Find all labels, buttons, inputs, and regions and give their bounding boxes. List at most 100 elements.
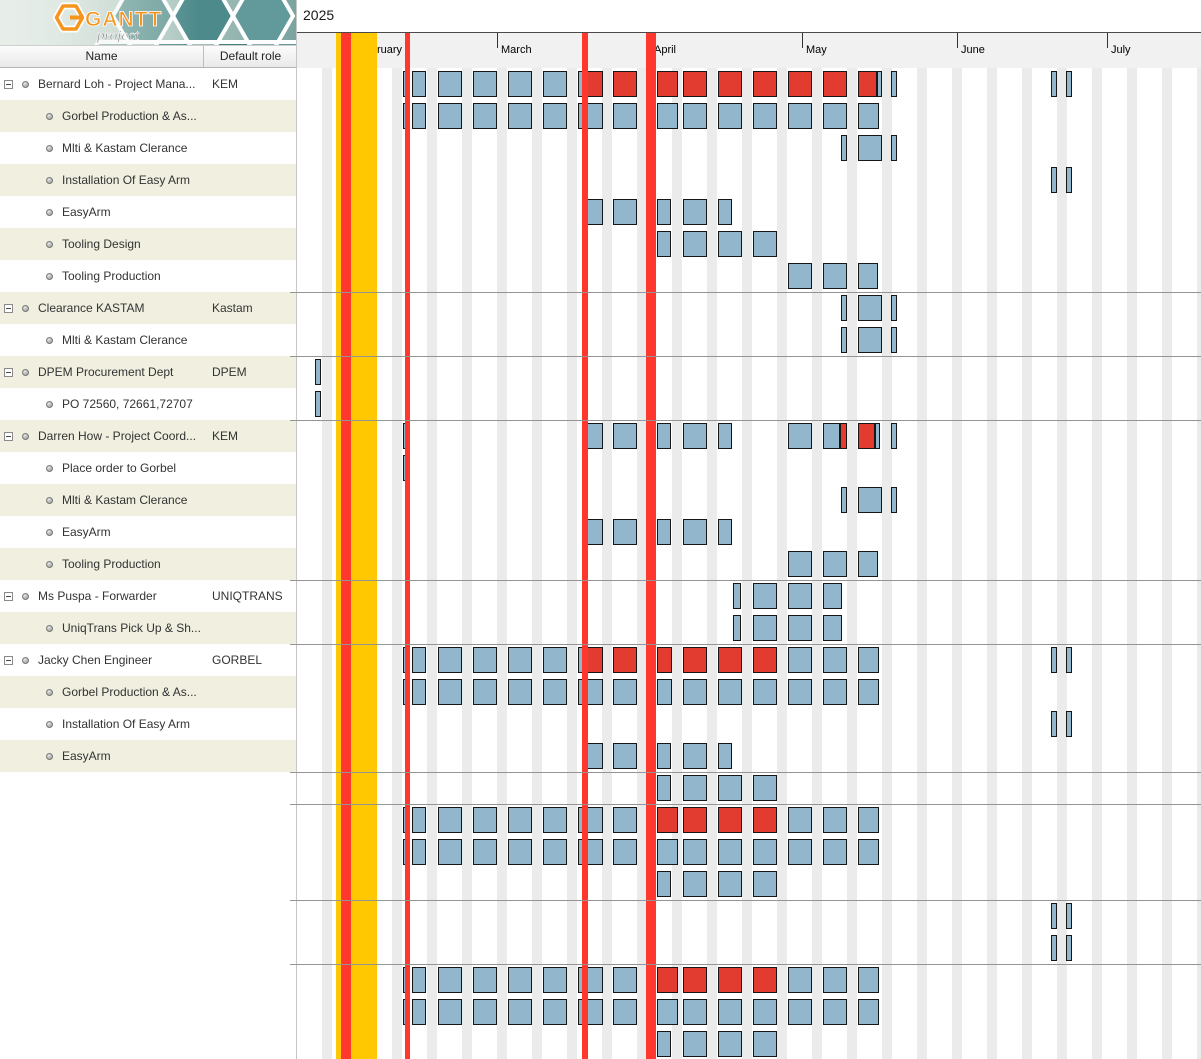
overload-block	[683, 967, 707, 993]
panel-chart-divider[interactable]	[296, 0, 297, 1059]
group-separator-line	[290, 356, 1201, 357]
milestone-marker-line	[646, 33, 656, 1059]
group-separator-line	[290, 580, 1201, 581]
task-row[interactable]: PO 72560, 72661,72707	[0, 388, 297, 420]
collapse-toggle-icon[interactable]	[4, 656, 13, 665]
minus-glyph	[6, 84, 11, 85]
resource-icon	[22, 593, 29, 600]
month-label: June	[961, 44, 985, 56]
group-separator-line	[290, 644, 1201, 645]
load-block	[438, 999, 462, 1025]
resource-role: UNIQTRANS	[212, 589, 283, 603]
collapse-toggle-icon[interactable]	[4, 592, 13, 601]
task-icon	[46, 209, 53, 216]
resource-row[interactable]: Jacky Chen Engineer GORBEL	[0, 644, 297, 676]
task-row[interactable]: Gorbel Production & As...	[0, 100, 297, 132]
task-row[interactable]: UniqTrans Pick Up & Sh...	[0, 612, 297, 644]
task-row[interactable]: Tooling Production	[0, 548, 297, 580]
group-separator-line	[290, 964, 1201, 965]
resource-row[interactable]: Darren How - Project Coord... KEM	[0, 420, 297, 452]
collapse-toggle-icon[interactable]	[4, 368, 13, 377]
load-block	[753, 583, 777, 609]
task-row[interactable]: Installation Of Easy Arm	[0, 164, 297, 196]
load-block	[613, 967, 637, 993]
task-icon	[46, 529, 53, 536]
load-block	[508, 839, 532, 865]
load-block	[657, 519, 671, 545]
load-block	[753, 999, 777, 1025]
load-block	[657, 999, 678, 1025]
task-row[interactable]: Tooling Design	[0, 228, 297, 260]
column-header-default-role[interactable]: Default role	[203, 46, 297, 67]
task-icon	[46, 113, 53, 120]
task-row[interactable]: EasyArm	[0, 740, 297, 772]
load-block	[753, 775, 777, 801]
collapse-toggle-icon[interactable]	[4, 304, 13, 313]
load-block	[1066, 903, 1072, 929]
group-separator-line	[290, 804, 1201, 805]
collapse-toggle-icon[interactable]	[4, 80, 13, 89]
task-row[interactable]: EasyArm	[0, 196, 297, 228]
load-block	[1066, 935, 1072, 961]
task-icon	[46, 721, 53, 728]
task-row[interactable]: Tooling Production	[0, 260, 297, 292]
resource-icon	[22, 657, 29, 664]
load-block	[683, 519, 707, 545]
load-block	[586, 839, 603, 865]
load-block	[586, 743, 603, 769]
overload-block	[753, 967, 777, 993]
task-row[interactable]: Mlti & Kastam Clerance	[0, 132, 297, 164]
resource-row[interactable]: Ms Puspa - Forwarder UNIQTRANS	[0, 580, 297, 612]
overload-block	[586, 647, 603, 673]
overload-block	[683, 71, 707, 97]
load-block	[315, 359, 321, 385]
weekend-stripe	[812, 68, 822, 1059]
resource-row[interactable]: Clearance KASTAM Kastam	[0, 292, 297, 324]
overload-block	[613, 647, 637, 673]
load-block	[753, 231, 777, 257]
load-block	[473, 647, 497, 673]
load-block	[718, 1031, 742, 1057]
load-block	[891, 71, 897, 97]
load-block	[1066, 167, 1072, 193]
load-block	[657, 423, 671, 449]
collapse-toggle-icon[interactable]	[4, 432, 13, 441]
weekend-stripe	[672, 68, 682, 1059]
task-row[interactable]: EasyArm	[0, 516, 297, 548]
task-icon	[46, 145, 53, 152]
load-block	[718, 679, 742, 705]
minus-glyph	[6, 660, 11, 661]
resource-load-chart: 2025 February March April May June July	[297, 0, 1201, 1059]
load-block	[858, 135, 882, 161]
load-block	[891, 423, 897, 449]
resource-name: Jacky Chen Engineer	[38, 653, 153, 667]
load-block	[412, 839, 426, 865]
resource-row[interactable]: Bernard Loh - Project Mana... KEM	[0, 68, 297, 100]
load-block	[823, 263, 847, 289]
column-header-name[interactable]: Name	[85, 49, 118, 63]
load-block	[718, 839, 742, 865]
load-block	[788, 423, 812, 449]
group-separator-line	[290, 900, 1201, 901]
load-block	[718, 775, 742, 801]
load-block	[858, 647, 879, 673]
load-block	[508, 999, 532, 1025]
overload-block	[683, 647, 707, 673]
resource-row[interactable]: DPEM Procurement Dept DPEM	[0, 356, 297, 388]
load-block	[753, 839, 777, 865]
task-row[interactable]: Mlti & Kastam Clerance	[0, 484, 297, 516]
load-block	[891, 135, 897, 161]
task-row[interactable]: Place order to Gorbel	[0, 452, 297, 484]
task-row[interactable]: Mlti & Kastam Clerance	[0, 324, 297, 356]
milestone-marker-line	[582, 33, 588, 1059]
load-block	[858, 807, 879, 833]
overload-block	[753, 807, 777, 833]
task-row[interactable]: Installation Of Easy Arm	[0, 708, 297, 740]
load-block	[586, 199, 603, 225]
ganttproject-logo: GANTT project	[0, 0, 297, 45]
task-row[interactable]: Gorbel Production & As...	[0, 676, 297, 708]
load-block	[841, 295, 847, 321]
load-block	[823, 999, 847, 1025]
load-block	[473, 999, 497, 1025]
weekend-stripe	[707, 68, 717, 1059]
